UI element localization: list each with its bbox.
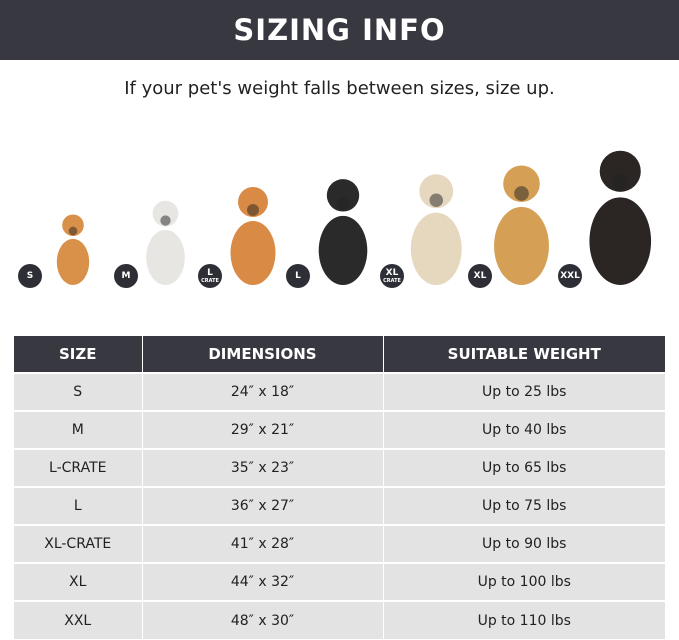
subtitle: If your pet's weight falls between sizes… bbox=[124, 78, 555, 99]
dog-image bbox=[318, 179, 368, 285]
size-badge: L bbox=[286, 264, 310, 288]
table-row: XXL 48″ x 30″ Up to 110 lbs bbox=[14, 600, 665, 639]
table-cell: 24″ x 18″ bbox=[142, 372, 384, 411]
badge-label: L bbox=[207, 268, 213, 278]
badge-label: L bbox=[295, 271, 301, 281]
column-header: SUITABLE WEIGHT bbox=[383, 336, 665, 373]
table-row: L 36″ x 27″ Up to 75 lbs bbox=[14, 486, 665, 525]
size-badge: XL bbox=[468, 264, 492, 288]
table-cell: Up to 65 lbs bbox=[383, 448, 665, 487]
size-badge: XL CRATE bbox=[380, 264, 404, 288]
dog-size-illustrations: S M L CRATE L XL CRATE XL XXL bbox=[0, 140, 679, 300]
table-cell: M bbox=[14, 410, 143, 449]
table-cell: S bbox=[14, 372, 143, 411]
dog-image bbox=[589, 150, 651, 285]
table-cell: XL-CRATE bbox=[14, 524, 143, 563]
dog-image bbox=[410, 174, 462, 285]
table-cell: 48″ x 30″ bbox=[142, 600, 384, 639]
table-row: M 29″ x 21″ Up to 40 lbs bbox=[14, 410, 665, 449]
table-cell: 41″ x 28″ bbox=[142, 524, 384, 563]
table-cell: Up to 110 lbs bbox=[383, 600, 665, 639]
column-header: DIMENSIONS bbox=[142, 336, 384, 373]
column-header: SIZE bbox=[14, 336, 143, 373]
dog-image bbox=[230, 187, 276, 285]
table-row: L-CRATE 35″ x 23″ Up to 65 lbs bbox=[14, 448, 665, 487]
size-badge: S bbox=[18, 264, 42, 288]
table-cell: 35″ x 23″ bbox=[142, 448, 384, 487]
sizing-table: SIZE DIMENSIONS SUITABLE WEIGHT S 24″ x 18″… bbox=[14, 336, 665, 639]
table-cell: XXL bbox=[14, 600, 143, 639]
size-badge: M bbox=[114, 264, 138, 288]
table-row: XL-CRATE 41″ x 28″ Up to 90 lbs bbox=[14, 524, 665, 563]
dog-image bbox=[56, 214, 90, 285]
badge-label: M bbox=[121, 271, 131, 281]
dog-image bbox=[145, 200, 185, 285]
badge-label: XL bbox=[473, 271, 487, 281]
table-cell: 44″ x 32″ bbox=[142, 562, 384, 601]
table-row: S 24″ x 18″ Up to 25 lbs bbox=[14, 372, 665, 411]
table-cell: L bbox=[14, 486, 143, 525]
table-cell: Up to 40 lbs bbox=[383, 410, 665, 449]
table-cell: XL bbox=[14, 562, 143, 601]
badge-sublabel: CRATE bbox=[383, 278, 401, 284]
dog-image bbox=[493, 165, 549, 285]
header-banner: SIZING INFO bbox=[0, 0, 679, 60]
table-cell: Up to 100 lbs bbox=[383, 562, 665, 601]
badge-label: XL bbox=[385, 268, 399, 278]
table-row: XL 44″ x 32″ Up to 100 lbs bbox=[14, 562, 665, 601]
badge-label: XXL bbox=[560, 271, 580, 281]
table-cell: Up to 90 lbs bbox=[383, 524, 665, 563]
badge-sublabel: CRATE bbox=[201, 278, 219, 284]
table-cell: 36″ x 27″ bbox=[142, 486, 384, 525]
table-cell: 29″ x 21″ bbox=[142, 410, 384, 449]
page-title: SIZING INFO bbox=[233, 13, 446, 47]
badge-label: S bbox=[26, 271, 34, 281]
size-badge: L CRATE bbox=[198, 264, 222, 288]
table-cell: Up to 25 lbs bbox=[383, 372, 665, 411]
table-cell: L-CRATE bbox=[14, 448, 143, 487]
size-badge: XXL bbox=[558, 264, 582, 288]
table-cell: Up to 75 lbs bbox=[383, 486, 665, 525]
